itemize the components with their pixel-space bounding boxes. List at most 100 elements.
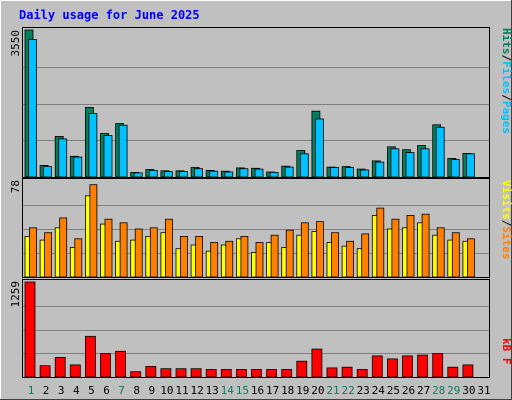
bar-sites-day-28 bbox=[436, 227, 445, 278]
bar-files-day-4 bbox=[73, 156, 83, 178]
x-tick-label-16: 16 bbox=[251, 384, 264, 397]
bar-files-day-28 bbox=[435, 126, 445, 178]
legend-pages: Pages bbox=[500, 101, 512, 134]
bar-kbytes-day-3 bbox=[54, 356, 66, 378]
bar-sites-day-7 bbox=[119, 222, 128, 278]
bar-files-day-13 bbox=[209, 170, 219, 178]
bar-kbytes-day-6 bbox=[100, 353, 111, 378]
bar-files-day-16 bbox=[254, 168, 264, 178]
bar-kbytes-day-26 bbox=[402, 355, 413, 378]
x-tick-label-14: 14 bbox=[221, 384, 235, 397]
x-tick-label-24: 24 bbox=[372, 384, 386, 397]
bar-files-day-29 bbox=[450, 159, 460, 178]
bar-kbytes-day-14 bbox=[220, 369, 232, 378]
bar-kbytes-day-10 bbox=[160, 368, 172, 378]
bar-files-day-17 bbox=[269, 171, 279, 178]
bar-kbytes-day-9 bbox=[145, 365, 157, 378]
bar-sites-day-10 bbox=[164, 218, 173, 278]
bar-kbytes-day-8 bbox=[130, 371, 142, 378]
x-tick-label-8: 8 bbox=[133, 384, 140, 397]
legend-hits-panel: Hits/Files/Pages bbox=[500, 28, 512, 134]
bar-kbytes-day-21 bbox=[326, 367, 338, 378]
bar-sites-day-12 bbox=[195, 235, 204, 278]
bar-files-day-18 bbox=[284, 166, 294, 178]
bar-files-day-25 bbox=[390, 148, 400, 178]
bar-sites-day-24 bbox=[376, 207, 385, 278]
legend-hits: Hits bbox=[500, 28, 512, 55]
bar-sites-day-25 bbox=[391, 218, 400, 278]
x-tick-label-18: 18 bbox=[281, 384, 294, 397]
legend-sep-2: / bbox=[500, 94, 512, 101]
bar-kbytes-day-11 bbox=[175, 368, 187, 378]
bar-kbytes-day-17 bbox=[266, 369, 278, 378]
bar-kbytes-day-15 bbox=[235, 369, 247, 378]
bar-files-day-23 bbox=[360, 169, 370, 178]
x-tick-label-11: 11 bbox=[175, 384, 188, 397]
bar-files-day-3 bbox=[58, 138, 68, 178]
x-tick-label-22: 22 bbox=[341, 384, 354, 397]
bar-kbytes-day-19 bbox=[296, 360, 308, 378]
bar-files-day-27 bbox=[420, 148, 430, 178]
bar-kbytes-day-28 bbox=[432, 353, 444, 378]
chart-title: Daily usage for June 2025 bbox=[19, 8, 200, 22]
bar-kbytes-day-29 bbox=[447, 366, 459, 378]
x-tick-label-1: 1 bbox=[28, 384, 35, 397]
bar-files-day-22 bbox=[345, 167, 355, 178]
bar-sites-day-5 bbox=[89, 184, 98, 278]
x-tick-label-26: 26 bbox=[402, 384, 415, 397]
x-tick-label-27: 27 bbox=[417, 384, 430, 397]
x-tick-label-23: 23 bbox=[357, 384, 370, 397]
bar-sites-day-3 bbox=[59, 217, 68, 278]
bar-sites-day-19 bbox=[300, 222, 309, 278]
bar-sites-day-27 bbox=[421, 213, 430, 278]
bar-files-day-19 bbox=[299, 153, 309, 178]
bar-kbytes-day-25 bbox=[386, 358, 398, 378]
y-max-label-kbytes: 1259 bbox=[9, 281, 22, 308]
bar-files-day-11 bbox=[179, 171, 188, 178]
bar-sites-day-9 bbox=[149, 227, 158, 278]
bar-files-day-20 bbox=[314, 118, 324, 178]
x-tick-label-28: 28 bbox=[432, 384, 445, 397]
bar-files-day-14 bbox=[224, 171, 234, 178]
x-tick-label-25: 25 bbox=[387, 384, 400, 397]
bar-sites-day-11 bbox=[180, 235, 188, 278]
bar-files-day-7 bbox=[118, 124, 128, 178]
x-tick-label-12: 12 bbox=[190, 384, 203, 397]
bar-sites-day-8 bbox=[134, 228, 143, 278]
legend-kbytes: kB F bbox=[500, 338, 512, 365]
bar-files-day-12 bbox=[194, 168, 204, 178]
bar-sites-day-14 bbox=[225, 240, 234, 278]
bar-sites-day-17 bbox=[270, 234, 279, 278]
bar-sites-day-15 bbox=[240, 235, 249, 278]
x-tick-label-10: 10 bbox=[160, 384, 173, 397]
x-tick-label-4: 4 bbox=[73, 384, 80, 397]
legend-sites: Sites bbox=[500, 226, 512, 259]
x-tick-label-21: 21 bbox=[326, 384, 339, 397]
bar-kbytes-day-1 bbox=[24, 281, 36, 378]
bar-sites-day-29 bbox=[451, 232, 460, 278]
bars bbox=[24, 29, 475, 378]
bar-files-day-6 bbox=[103, 135, 113, 178]
bar-files-day-30 bbox=[465, 153, 475, 178]
bar-sites-day-16 bbox=[255, 242, 264, 278]
bar-sites-day-18 bbox=[285, 229, 294, 278]
x-tick-label-2: 2 bbox=[43, 384, 50, 397]
bar-files-day-21 bbox=[330, 167, 339, 178]
bar-files-day-8 bbox=[133, 172, 143, 178]
bar-sites-day-30 bbox=[466, 238, 475, 278]
bar-files-day-9 bbox=[148, 169, 158, 178]
x-tick-label-5: 5 bbox=[88, 384, 95, 397]
y-max-label-hits: 3550 bbox=[9, 30, 22, 57]
bar-sites-day-6 bbox=[104, 218, 113, 278]
bar-kbytes-day-13 bbox=[205, 369, 217, 378]
legend-files: Files bbox=[500, 61, 512, 94]
y-max-label-visits: 78 bbox=[9, 180, 22, 193]
x-tick-label-3: 3 bbox=[58, 384, 65, 397]
x-tick-label-30: 30 bbox=[462, 384, 475, 397]
bar-kbytes-day-4 bbox=[69, 364, 81, 378]
bar-kbytes-day-5 bbox=[85, 335, 96, 378]
bar-kbytes-day-16 bbox=[251, 369, 262, 378]
bar-files-day-2 bbox=[43, 166, 52, 178]
x-tick-label-17: 17 bbox=[266, 384, 279, 397]
bar-sites-day-20 bbox=[315, 221, 324, 278]
